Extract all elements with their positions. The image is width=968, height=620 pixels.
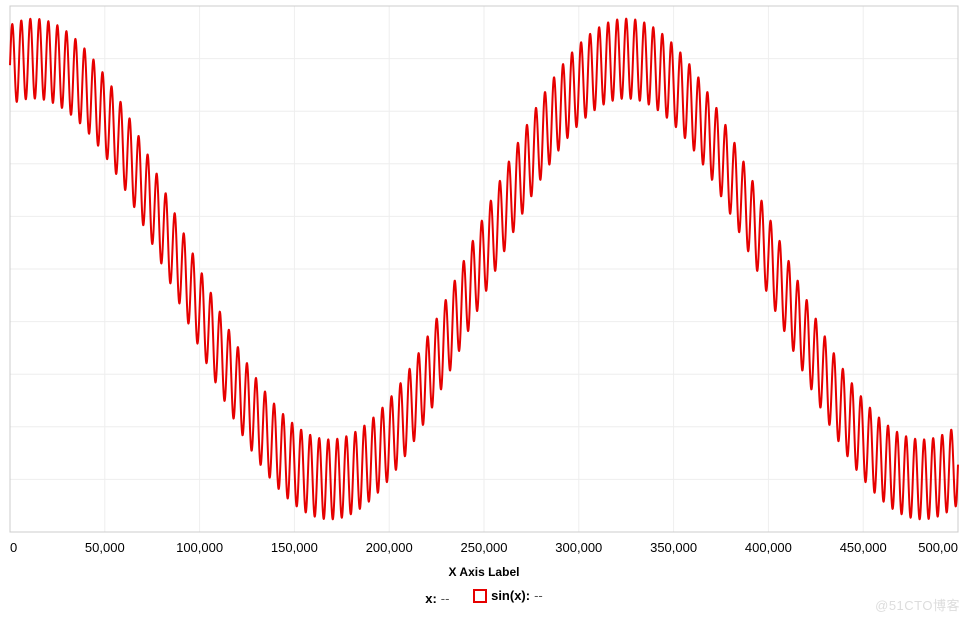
x-tick-label: 450,000 (840, 540, 887, 555)
x-tick-label: 300,000 (555, 540, 602, 555)
legend: x: -- sin(x): -- (0, 588, 968, 606)
x-tick-label: 500,00 (918, 540, 958, 555)
x-tick-label: 350,000 (650, 540, 697, 555)
legend-x-value: -- (441, 591, 450, 606)
legend-item-sin: sin(x): -- (473, 588, 543, 603)
x-axis-title: X Axis Label (449, 565, 520, 579)
x-tick-label: 250,000 (461, 540, 508, 555)
chart-container: 0 50,000 100,000 150,000 200,000 250,000 300,0… (0, 0, 968, 620)
x-tick-label: 100,000 (176, 540, 223, 555)
line-chart[interactable]: 0 50,000 100,000 150,000 200,000 250,000 300,0… (0, 0, 968, 620)
x-tick-label: 200,000 (366, 540, 413, 555)
legend-x-label: x: (425, 591, 437, 606)
legend-swatch-icon (473, 589, 487, 603)
legend-item-x: x: -- (425, 591, 449, 606)
x-tick-label: 0 (10, 540, 17, 555)
legend-sin-value: -- (534, 588, 543, 603)
x-tick-label: 50,000 (85, 540, 125, 555)
x-tick-label: 150,000 (271, 540, 318, 555)
x-tick-label: 400,000 (745, 540, 792, 555)
legend-sin-label: sin(x): (491, 588, 530, 603)
